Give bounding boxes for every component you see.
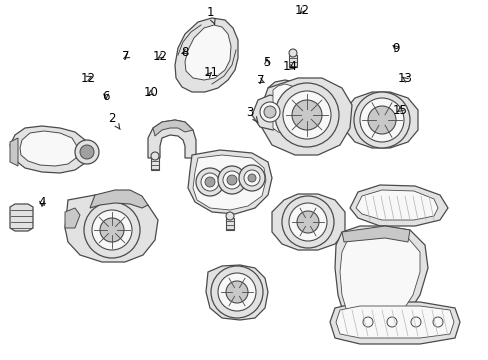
Circle shape [84, 202, 140, 258]
Circle shape [264, 106, 275, 118]
Circle shape [353, 92, 409, 148]
Polygon shape [262, 78, 351, 155]
Polygon shape [339, 230, 419, 326]
Text: 6: 6 [102, 90, 109, 103]
Circle shape [410, 317, 420, 327]
Circle shape [296, 211, 318, 233]
Polygon shape [20, 131, 78, 166]
Circle shape [210, 266, 263, 318]
Text: 4: 4 [38, 195, 46, 208]
Polygon shape [225, 218, 234, 230]
Circle shape [100, 218, 124, 242]
Polygon shape [345, 92, 417, 148]
Circle shape [432, 317, 442, 327]
Circle shape [386, 317, 396, 327]
Polygon shape [193, 155, 265, 210]
Polygon shape [288, 55, 296, 67]
Polygon shape [10, 126, 88, 173]
Text: 14: 14 [282, 60, 297, 73]
Circle shape [367, 106, 395, 134]
Polygon shape [175, 18, 238, 92]
Circle shape [274, 83, 338, 147]
Text: 3: 3 [246, 105, 258, 123]
Polygon shape [251, 95, 287, 130]
Polygon shape [65, 208, 80, 228]
Text: 8: 8 [181, 45, 188, 58]
Text: 7: 7 [122, 50, 129, 63]
Text: 12: 12 [81, 72, 95, 85]
Text: 9: 9 [391, 41, 399, 54]
Polygon shape [341, 226, 409, 242]
Circle shape [196, 168, 224, 196]
Circle shape [218, 273, 256, 311]
Polygon shape [205, 265, 267, 320]
Circle shape [239, 165, 264, 191]
Polygon shape [187, 150, 271, 214]
Polygon shape [349, 185, 447, 226]
Circle shape [151, 152, 159, 160]
Polygon shape [90, 190, 148, 208]
Circle shape [226, 175, 237, 185]
Polygon shape [334, 226, 427, 332]
Text: 5: 5 [263, 57, 270, 69]
Circle shape [223, 171, 241, 189]
Polygon shape [10, 204, 33, 231]
Circle shape [225, 281, 247, 303]
Circle shape [291, 100, 321, 130]
Polygon shape [355, 190, 437, 220]
Polygon shape [329, 302, 459, 344]
Polygon shape [151, 158, 159, 170]
Circle shape [92, 210, 132, 250]
Circle shape [204, 177, 215, 187]
Text: 13: 13 [397, 72, 411, 85]
Polygon shape [148, 120, 196, 158]
Circle shape [218, 166, 245, 194]
Circle shape [201, 173, 219, 191]
Text: 11: 11 [203, 67, 218, 80]
Circle shape [282, 196, 333, 248]
Circle shape [362, 317, 372, 327]
Polygon shape [153, 120, 193, 136]
Circle shape [80, 145, 94, 159]
Polygon shape [335, 306, 453, 338]
Text: 12: 12 [152, 50, 167, 63]
Text: 10: 10 [143, 86, 158, 99]
Circle shape [247, 174, 256, 182]
Circle shape [225, 212, 234, 220]
Circle shape [244, 170, 260, 186]
Text: 2: 2 [108, 112, 120, 130]
Text: 7: 7 [257, 75, 264, 87]
Text: 1: 1 [206, 5, 215, 24]
Polygon shape [65, 195, 158, 262]
Circle shape [288, 203, 326, 241]
Circle shape [288, 49, 296, 57]
Polygon shape [184, 25, 230, 80]
Circle shape [75, 140, 99, 164]
Text: 12: 12 [294, 4, 309, 18]
Circle shape [283, 91, 330, 139]
Circle shape [260, 102, 280, 122]
Polygon shape [271, 194, 345, 250]
Circle shape [359, 98, 403, 142]
Polygon shape [10, 138, 18, 166]
Polygon shape [272, 84, 296, 134]
Polygon shape [267, 80, 302, 140]
Text: 15: 15 [392, 104, 407, 117]
